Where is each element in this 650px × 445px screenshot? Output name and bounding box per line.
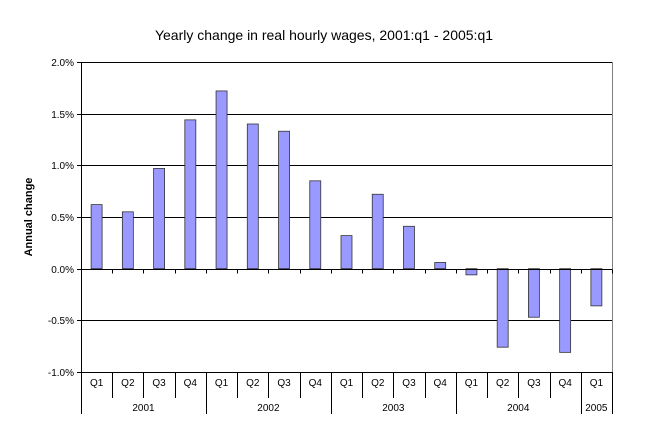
x-tick-label: Q3 [152,378,166,389]
bar [121,211,134,270]
bar [340,235,353,270]
bar [246,123,259,270]
x-tick-label: Q2 [246,378,260,389]
y-tick-label: -0.5% [48,316,74,327]
y-tick-label: -1.0% [48,368,74,379]
x-tick-label: Q1 [90,378,104,389]
year-label: 2001 [132,403,155,414]
bar [528,268,540,318]
bar [559,268,572,353]
bar [215,90,228,270]
x-tick-label: Q3 [527,378,541,389]
x-tick-label: Q1 [215,378,229,389]
y-tick-label: 1.0% [51,161,74,172]
bar [403,225,415,270]
x-tick-label: Q1 [340,378,354,389]
bar [309,180,322,270]
y-tick-label: 0.0% [51,265,74,276]
x-tick-label: Q4 [184,378,198,389]
y-tick-labels: 2.0% 1.5% 1.0% 0.5% 0.0% -0.5% -1.0% [48,58,74,379]
bar [153,168,165,270]
x-tick-label: Q3 [277,378,291,389]
bar [496,268,509,348]
y-axis-label: Annual change [23,178,35,257]
year-label: 2003 [382,403,405,414]
x-tick-label: Q4 [309,378,323,389]
y-tick-label: 2.0% [51,58,74,69]
bar [434,262,447,270]
x-axis: Q1 Q2 Q3 Q4 Q1 Q2 Q3 Q4 Q1 Q2 Q3 Q4 Q1 Q2 Q3 Q4 Q1 2001 20… [81,269,613,414]
y-tick-label: 1.5% [51,110,74,121]
year-label: 2004 [507,403,530,414]
x-tick-label: Q2 [121,378,135,389]
x-tick-label: Q4 [558,378,572,389]
year-label: 2002 [257,403,280,414]
bar [90,204,103,270]
bar [278,130,290,270]
x-tick-label: Q1 [465,378,479,389]
bar [465,268,478,276]
chart-title: Yearly change in real hourly wages, 2001… [155,27,493,43]
y-tick-label: 0.5% [51,213,74,224]
x-tick-label: Q4 [434,378,448,389]
x-tick-label: Q2 [496,378,510,389]
bar [184,119,197,270]
year-label: 2005 [585,403,608,414]
x-tick-label: Q3 [402,378,416,389]
bar [371,193,384,270]
x-tick-label: Q2 [371,378,385,389]
x-tick-label: Q1 [590,378,604,389]
bar [590,268,603,307]
bars [90,90,603,353]
